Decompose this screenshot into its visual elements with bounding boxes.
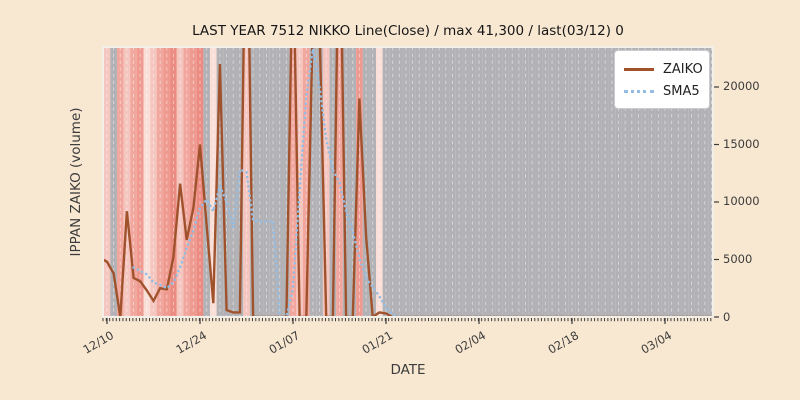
y-tick-label: 10000 xyxy=(723,194,760,209)
y-ticks xyxy=(714,86,719,318)
legend: ZAIKO SMA5 xyxy=(614,50,710,109)
x-minor-ticks xyxy=(102,318,712,322)
day-gridlines xyxy=(106,47,712,317)
plot-content xyxy=(103,47,713,317)
legend-item-zaiko: ZAIKO xyxy=(624,58,703,80)
zaiko-line-swatch xyxy=(624,67,654,71)
x-axis-label: DATE xyxy=(390,362,426,378)
sma5-line xyxy=(132,48,713,317)
chart-title: LAST YEAR 7512 NIKKO Line(Close) / max 4… xyxy=(192,23,624,39)
sma5-line-swatch xyxy=(624,89,654,93)
legend-label: SMA5 xyxy=(663,83,700,99)
y-axis-label: IPPAN ZAIKO (volume) xyxy=(68,107,84,257)
legend-label: ZAIKO xyxy=(663,61,703,77)
y-tick-label: 20000 xyxy=(723,79,760,94)
y-tick-label: 5000 xyxy=(723,251,753,266)
legend-item-sma5: SMA5 xyxy=(624,80,700,102)
y-tick-label: 15000 xyxy=(723,136,760,151)
plot-spines xyxy=(102,46,714,318)
y-tick-label: 0 xyxy=(723,309,731,324)
x-major-ticks xyxy=(106,318,666,324)
zaiko-line xyxy=(103,47,713,317)
